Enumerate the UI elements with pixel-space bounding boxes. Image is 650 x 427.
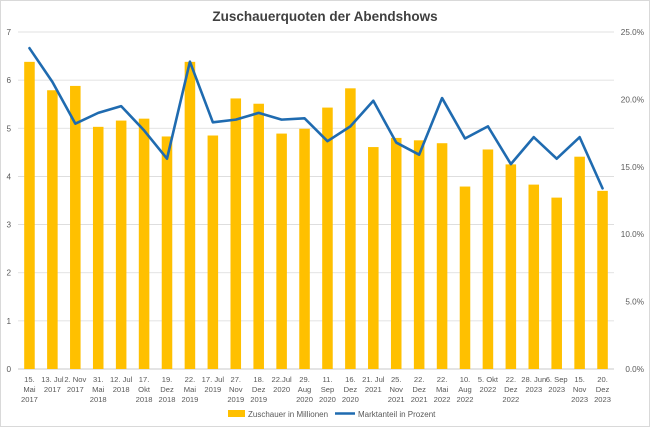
y-tick-label: 3 bbox=[6, 221, 11, 230]
gridlines bbox=[18, 31, 614, 370]
x-tick-label: 22. Mai 2022 bbox=[434, 375, 451, 404]
y-tick-label: 7 bbox=[6, 28, 11, 37]
y2-tick-label: 25.0% bbox=[621, 28, 644, 37]
bar bbox=[597, 190, 608, 369]
bar-series bbox=[24, 61, 608, 370]
y-axis-right: 0.0% 5.0% 10.0% 15.0% 20.0% 25.0% bbox=[621, 28, 644, 374]
bar bbox=[138, 118, 150, 370]
y2-tick-label: 10.0% bbox=[621, 230, 644, 239]
x-tick-label: 29. Aug 2020 bbox=[296, 375, 313, 404]
bar bbox=[528, 184, 540, 369]
x-tick-label: 22. Dez 2022 bbox=[502, 375, 519, 404]
bar bbox=[574, 156, 585, 369]
x-tick-label: 11. Sep 2020 bbox=[319, 375, 336, 404]
bar bbox=[161, 136, 173, 369]
line-series bbox=[28, 46, 604, 190]
x-tick-label: 28. Jun 2023 bbox=[521, 375, 546, 394]
bar bbox=[230, 98, 242, 370]
bar bbox=[299, 128, 310, 369]
legend: Zuschauer in Millionen Marktanteil in Pr… bbox=[228, 410, 436, 419]
bar bbox=[92, 126, 104, 369]
bar bbox=[551, 197, 562, 369]
legend-swatch-bar bbox=[228, 410, 245, 417]
y2-tick-label: 5.0% bbox=[625, 298, 644, 307]
bar bbox=[368, 147, 379, 369]
bar bbox=[207, 135, 219, 369]
bar bbox=[276, 133, 287, 369]
x-tick-label: 22. Mai 2019 bbox=[181, 375, 198, 404]
x-tick-label: 15. Mai 2017 bbox=[21, 375, 38, 404]
y2-tick-label: 15.0% bbox=[621, 163, 644, 172]
y2-tick-label: 20.0% bbox=[621, 95, 644, 104]
bar bbox=[322, 107, 333, 369]
x-tick-label: 18. Dez 2019 bbox=[250, 375, 267, 404]
y-tick-label: 1 bbox=[6, 317, 11, 326]
bar bbox=[436, 143, 448, 369]
x-tick-label: 6. Sep 2023 bbox=[546, 375, 568, 394]
x-tick-label: 17. Okt 2018 bbox=[136, 375, 153, 404]
y-tick-label: 2 bbox=[6, 269, 11, 278]
x-tick-label: 15. Nov 2023 bbox=[571, 375, 588, 404]
x-tick-label: 12. Jul 2018 bbox=[110, 375, 133, 394]
bar bbox=[184, 61, 196, 369]
x-tick-label: 5. Okt 2022 bbox=[478, 375, 499, 394]
y-tick-label: 6 bbox=[6, 76, 11, 85]
x-tick-label: 20. Dez 2023 bbox=[594, 375, 611, 404]
y-axis-left: 0 1 2 3 4 5 6 7 bbox=[6, 28, 11, 374]
bar bbox=[47, 90, 58, 369]
chart-title: Zuschauerquoten der Abendshows bbox=[212, 9, 437, 24]
x-tick-label: 22.Jul 2020 bbox=[271, 375, 292, 394]
y-tick-label: 0 bbox=[6, 365, 11, 374]
bar bbox=[459, 186, 471, 369]
x-tick-label: 25. Nov 2021 bbox=[388, 375, 405, 404]
bar bbox=[70, 85, 81, 370]
legend-label-bar: Zuschauer in Millionen bbox=[248, 410, 328, 419]
x-tick-label: 19. Dez 2018 bbox=[159, 375, 176, 404]
y-tick-label: 4 bbox=[6, 172, 11, 181]
line-path bbox=[28, 46, 604, 190]
x-tick-label: 31. Mai 2018 bbox=[90, 375, 107, 404]
y-tick-label: 5 bbox=[6, 124, 11, 133]
bar bbox=[482, 149, 494, 369]
bar bbox=[24, 61, 35, 369]
bar bbox=[390, 137, 402, 369]
x-tick-label: 21. Jul 2021 bbox=[362, 375, 385, 394]
legend-label-line: Marktanteil in Prozent bbox=[358, 410, 436, 419]
x-tick-label: 22. Dez 2021 bbox=[411, 375, 428, 404]
bar bbox=[505, 164, 517, 369]
x-tick-label: 13. Jul 2017 bbox=[41, 375, 64, 394]
x-tick-label: 16. Dez 2020 bbox=[342, 375, 359, 404]
bar bbox=[413, 140, 425, 369]
bar bbox=[253, 103, 264, 370]
bar bbox=[115, 120, 127, 369]
bar bbox=[345, 88, 356, 369]
x-tick-label: 2. Nov 2017 bbox=[64, 375, 86, 394]
x-tick-label: 10. Aug 2022 bbox=[457, 375, 474, 404]
x-tick-label: 17. Jul 2019 bbox=[202, 375, 225, 394]
x-tick-label: 27. Nov 2019 bbox=[227, 375, 244, 404]
y2-tick-label: 0.0% bbox=[625, 365, 644, 374]
